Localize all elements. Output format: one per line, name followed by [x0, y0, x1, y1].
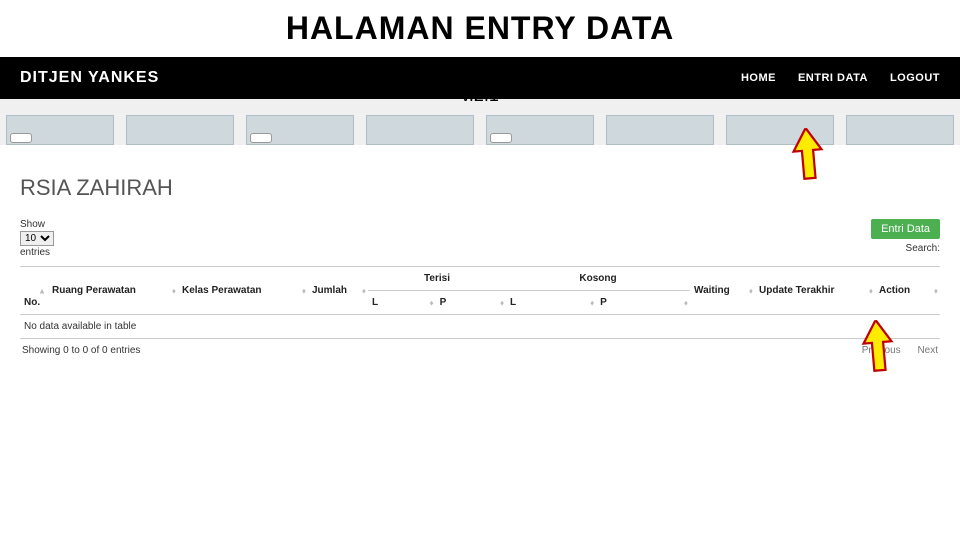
entri-data-button[interactable]: Entri Data: [871, 219, 940, 239]
nav-entri-data[interactable]: ENTRI DATA: [798, 72, 868, 84]
col-ruang[interactable]: Ruang Perawatan♦: [48, 267, 178, 315]
col-jumlah[interactable]: Jumlah♦: [308, 267, 368, 315]
col-terisi: Terisi: [368, 267, 506, 291]
page-title: HALAMAN ENTRY DATA: [0, 0, 960, 57]
col-kelas[interactable]: Kelas Perawatan♦: [178, 267, 308, 315]
hospital-name: RSIA ZAHIRAH: [20, 175, 940, 201]
col-kosong-l[interactable]: L♦: [506, 291, 596, 315]
show-label-bottom: entries: [20, 247, 54, 258]
table-footer: Showing 0 to 0 of 0 entries Previous Nex…: [20, 339, 940, 362]
col-waiting[interactable]: Waiting♦: [690, 267, 755, 315]
nav-home[interactable]: HOME: [741, 72, 776, 84]
col-kosong: Kosong: [506, 267, 690, 291]
col-action[interactable]: Action♦: [875, 267, 940, 315]
no-data-row: No data available in table: [20, 315, 940, 339]
next-button[interactable]: Next: [917, 345, 938, 356]
col-no[interactable]: No.▲: [20, 267, 48, 315]
col-update[interactable]: Update Terakhir♦: [755, 267, 875, 315]
search-label: Search:: [871, 243, 940, 254]
navbar: DITJEN YANKES HOME ENTRI DATA LOGOUT: [0, 57, 960, 99]
banner: v.2.1: [0, 99, 960, 145]
brand: DITJEN YANKES: [20, 69, 159, 87]
show-entries: Show 10 entries: [20, 219, 54, 258]
prev-button[interactable]: Previous: [862, 345, 901, 356]
show-label-top: Show: [20, 219, 54, 230]
col-kosong-p[interactable]: P♦: [596, 291, 690, 315]
nav-logout[interactable]: LOGOUT: [890, 72, 940, 84]
entries-select[interactable]: 10: [20, 231, 54, 246]
col-terisi-l[interactable]: L♦: [368, 291, 436, 315]
showing-info: Showing 0 to 0 of 0 entries: [22, 345, 140, 356]
data-table: No.▲Ruang Perawatan♦Kelas Perawatan♦Juml…: [20, 266, 940, 339]
controls-row: Show 10 entries Entri Data Search:: [20, 219, 940, 258]
content: RSIA ZAHIRAH Show 10 entries Entri Data …: [0, 145, 960, 372]
col-terisi-p[interactable]: P♦: [436, 291, 506, 315]
